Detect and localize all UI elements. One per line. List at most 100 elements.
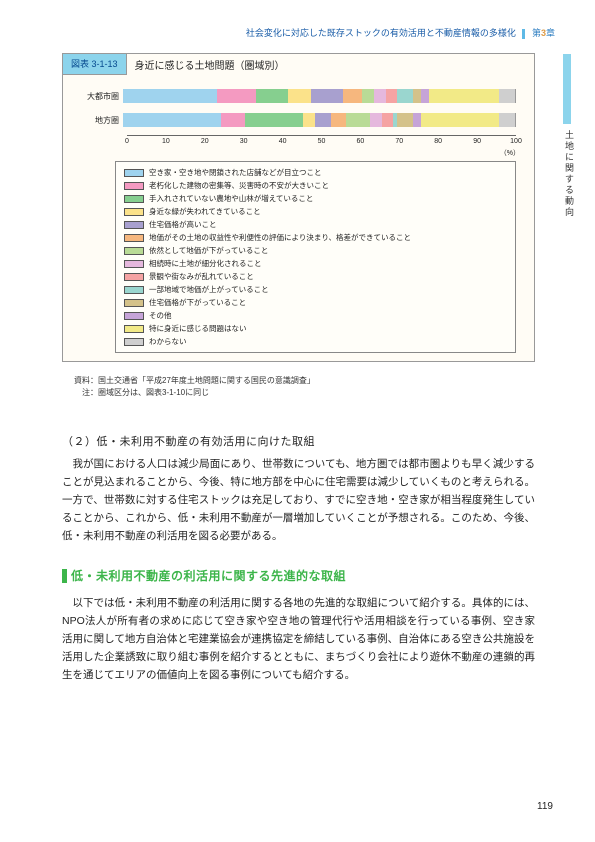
x-axis: 0102030405060708090100（%） [127, 135, 516, 151]
section-heading-bar [62, 569, 67, 583]
legend-swatch [124, 221, 144, 229]
legend-swatch [124, 169, 144, 177]
legend-label: 空き家・空き地や閉鎖された店舗などが目立つこと [149, 166, 322, 179]
legend-item: 身近な緑が失われてきていること [124, 205, 507, 218]
legend-label: その他 [149, 309, 172, 322]
legend-item: 手入れされていない農地や山林が増えていること [124, 192, 507, 205]
legend-swatch [124, 260, 144, 268]
bar-row: 地方圏 [81, 111, 516, 129]
axis-tick: 100 [510, 138, 522, 145]
axis-tick: 80 [434, 138, 442, 145]
bar-segment [256, 89, 287, 103]
header-divider [522, 29, 525, 39]
legend-item: 依然として地価が下がっていること [124, 244, 507, 257]
bar-segment [382, 113, 394, 127]
bar-label: 地方圏 [81, 115, 123, 126]
legend-item: 空き家・空き地や閉鎖された店舗などが目立つこと [124, 166, 507, 179]
legend-item: 住宅価格が下がっていること [124, 296, 507, 309]
legend-swatch [124, 247, 144, 255]
legend-item: 老朽化した建物の密集等、災害時の不安が大きいこと [124, 179, 507, 192]
source-note: 注：圏域区分は、図表3-1-10に同じ [74, 387, 535, 399]
header-text: 社会変化に対応した既存ストックの有効活用と不動産情報の多様化 [246, 28, 516, 38]
bar-segment [311, 89, 342, 103]
legend-label: わからない [149, 335, 187, 348]
legend-swatch [124, 299, 144, 307]
legend-label: 景観や街なみが乱れていること [149, 270, 254, 283]
legend-item: その他 [124, 309, 507, 322]
bar-segment [245, 113, 304, 127]
bar-segment [331, 113, 347, 127]
page-header: 社会変化に対応した既存ストックの有効活用と不動産情報の多様化 第3章 [0, 0, 595, 43]
bar-segment [346, 113, 370, 127]
axis-unit: （%） [500, 148, 520, 158]
legend-swatch [124, 338, 144, 346]
bar-segment [374, 89, 386, 103]
bar-segment [288, 89, 312, 103]
bar-segment [370, 113, 382, 127]
side-tab-color [563, 54, 571, 124]
legend-swatch [124, 273, 144, 281]
legend-item: 地価がその土地の収益性や利便性の評価により決まり、格差ができていること [124, 231, 507, 244]
legend-item: わからない [124, 335, 507, 348]
legend-label: 住宅価格が下がっていること [149, 296, 246, 309]
main-content: 図表 3-1-13 身近に感じる土地問題（圏域別） 大都市圏地方圏 0 10 20 30… [0, 43, 595, 684]
section-heading-row: 低・未利用不動産の利活用に関する先進的な取組 [62, 567, 535, 584]
bar-segment [421, 113, 499, 127]
legend-swatch [124, 234, 144, 242]
bar-segment [397, 89, 413, 103]
side-tab: 土地に関する動向 [563, 54, 573, 218]
legend-label: 一部地域で地価が上がっていること [149, 283, 269, 296]
figure-title: 身近に感じる土地問題（圏域別） [127, 54, 293, 75]
legend-item: 相続時に土地が細分化されること [124, 257, 507, 270]
legend-label: 地価がその土地の収益性や利便性の評価により決まり、格差ができていること [149, 231, 411, 244]
bar-segment [221, 113, 245, 127]
legend-item: 景観や街なみが乱れていること [124, 270, 507, 283]
legend-swatch [124, 208, 144, 216]
bar-segment [413, 113, 421, 127]
legend-label: 特に身近に感じる問題はない [149, 322, 247, 335]
legend-swatch [124, 312, 144, 320]
legend-item: 特に身近に感じる問題はない [124, 322, 507, 335]
section-heading: 低・未利用不動産の利活用に関する先進的な取組 [71, 567, 346, 584]
side-tab-text: 土地に関する動向 [563, 130, 576, 218]
bar-segment [343, 89, 363, 103]
axis-tick: 70 [395, 138, 403, 145]
bar-segment [499, 89, 515, 103]
paragraph-1: 我が国における人口は減少局面にあり、世帯数についても、地方圏では都市圏よりも早く… [62, 455, 535, 545]
bar-segment [303, 113, 315, 127]
source-line: 資料：国土交通省「平成27年度土地問題に関する国民の意識調査」 [74, 375, 535, 387]
paragraph-2: 以下では低・未利用不動産の利活用に関する各地の先進的な取組について紹介する。具体… [62, 594, 535, 684]
legend-item: 住宅価格が高いこと [124, 218, 507, 231]
bar-label: 大都市圏 [81, 91, 123, 102]
bar-segment [315, 113, 331, 127]
bar-segment [217, 89, 256, 103]
axis-tick: 60 [356, 138, 364, 145]
bar-segment [429, 89, 500, 103]
legend-item: 一部地域で地価が上がっていること [124, 283, 507, 296]
bar-segment [499, 113, 515, 127]
legend-label: 手入れされていない農地や山林が増えていること [149, 192, 313, 205]
bar-segment [386, 89, 398, 103]
chart-legend: 空き家・空き地や閉鎖された店舗などが目立つこと老朽化した建物の密集等、災害時の不… [115, 161, 516, 353]
bar-segment [413, 89, 421, 103]
bar-segment [123, 113, 221, 127]
axis-tick: 30 [240, 138, 248, 145]
bar-segment [362, 89, 374, 103]
legend-label: 相続時に土地が細分化されること [149, 257, 262, 270]
figure-wrap: 図表 3-1-13 身近に感じる土地問題（圏域別） 大都市圏地方圏 0 10 20 30… [62, 53, 535, 362]
legend-label: 老朽化した建物の密集等、災害時の不安が大きいこと [149, 179, 329, 192]
axis-tick: 40 [279, 138, 287, 145]
legend-swatch [124, 286, 144, 294]
page-number: 119 [537, 801, 553, 812]
bar-row: 大都市圏 [81, 87, 516, 105]
stacked-bar-chart: 大都市圏地方圏0102030405060708090100（%） [63, 75, 534, 155]
legend-label: 身近な緑が失われてきていること [149, 205, 261, 218]
axis-tick: 20 [201, 138, 209, 145]
subheading: （２）低・未利用不動産の有効活用に向けた取組 [62, 433, 535, 449]
axis-tick: 0 [125, 138, 129, 145]
axis-tick: 10 [162, 138, 170, 145]
bar-segment [421, 89, 429, 103]
bar-segment [123, 89, 217, 103]
axis-tick: 50 [318, 138, 326, 145]
figure-number: 図表 3-1-13 [63, 54, 127, 75]
